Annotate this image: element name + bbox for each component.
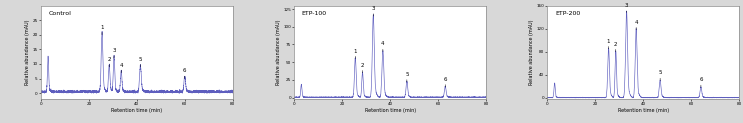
Text: 4: 4 bbox=[120, 63, 123, 73]
Text: Control: Control bbox=[48, 11, 71, 16]
Text: 4: 4 bbox=[635, 20, 638, 30]
Y-axis label: Relative abundance (mAU): Relative abundance (mAU) bbox=[529, 20, 534, 85]
Text: 1: 1 bbox=[100, 25, 104, 35]
Text: 5: 5 bbox=[139, 57, 142, 67]
Text: 6: 6 bbox=[183, 68, 186, 79]
Text: 5: 5 bbox=[405, 72, 409, 82]
Text: 6: 6 bbox=[699, 77, 703, 87]
Text: 1: 1 bbox=[607, 39, 610, 49]
X-axis label: Retention time (min): Retention time (min) bbox=[365, 108, 415, 113]
Text: 3: 3 bbox=[625, 3, 629, 12]
Text: 1: 1 bbox=[354, 48, 357, 59]
X-axis label: Retention time (min): Retention time (min) bbox=[111, 108, 163, 113]
Y-axis label: Relative abundance (mAU): Relative abundance (mAU) bbox=[25, 20, 30, 85]
Y-axis label: Relative abundance (mAU): Relative abundance (mAU) bbox=[276, 20, 281, 85]
Text: 2: 2 bbox=[614, 42, 617, 52]
Text: 4: 4 bbox=[381, 41, 385, 52]
Text: 3: 3 bbox=[372, 6, 375, 16]
Text: 3: 3 bbox=[112, 48, 116, 58]
Text: 2: 2 bbox=[361, 63, 364, 73]
Text: 5: 5 bbox=[658, 70, 662, 81]
Text: ETP-100: ETP-100 bbox=[302, 11, 327, 16]
X-axis label: Retention time (min): Retention time (min) bbox=[617, 108, 669, 113]
Text: ETP-200: ETP-200 bbox=[555, 11, 580, 16]
Text: 2: 2 bbox=[108, 57, 111, 67]
Text: 6: 6 bbox=[444, 77, 447, 87]
